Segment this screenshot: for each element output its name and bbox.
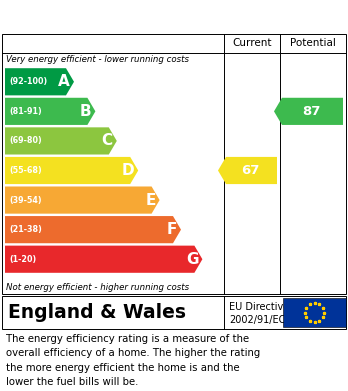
Bar (283, 298, 346, 327)
Polygon shape (274, 98, 343, 125)
Text: C: C (102, 133, 113, 149)
Text: G: G (186, 252, 198, 267)
Text: F: F (167, 222, 177, 237)
Text: (81-91): (81-91) (9, 107, 42, 116)
Text: (69-80): (69-80) (9, 136, 42, 145)
Text: (55-68): (55-68) (9, 166, 42, 175)
Text: (21-38): (21-38) (9, 225, 42, 234)
Text: EU Directive: EU Directive (229, 302, 289, 312)
Polygon shape (5, 157, 138, 184)
Polygon shape (5, 246, 203, 273)
Text: Very energy efficient - lower running costs: Very energy efficient - lower running co… (6, 54, 189, 63)
Text: B: B (80, 104, 92, 119)
Text: (39-54): (39-54) (9, 196, 42, 204)
Text: D: D (121, 163, 134, 178)
Polygon shape (5, 216, 181, 243)
Polygon shape (5, 68, 74, 95)
Polygon shape (5, 127, 117, 154)
Text: Potential: Potential (290, 38, 335, 48)
Text: 87: 87 (302, 105, 321, 118)
Text: A: A (58, 74, 70, 89)
Polygon shape (5, 98, 95, 125)
Text: Current: Current (232, 38, 272, 48)
Polygon shape (218, 157, 277, 184)
Text: The energy efficiency rating is a measure of the
overall efficiency of a home. T: The energy efficiency rating is a measur… (6, 334, 260, 387)
Text: England & Wales: England & Wales (8, 303, 186, 322)
Text: 67: 67 (241, 164, 260, 177)
Text: Not energy efficient - higher running costs: Not energy efficient - higher running co… (6, 283, 189, 292)
Text: (92-100): (92-100) (9, 77, 47, 86)
Text: Energy Efficiency Rating: Energy Efficiency Rating (8, 9, 229, 24)
Text: (1-20): (1-20) (9, 255, 36, 264)
Text: 2002/91/EC: 2002/91/EC (229, 314, 285, 325)
Polygon shape (5, 187, 160, 213)
Text: E: E (145, 193, 156, 208)
